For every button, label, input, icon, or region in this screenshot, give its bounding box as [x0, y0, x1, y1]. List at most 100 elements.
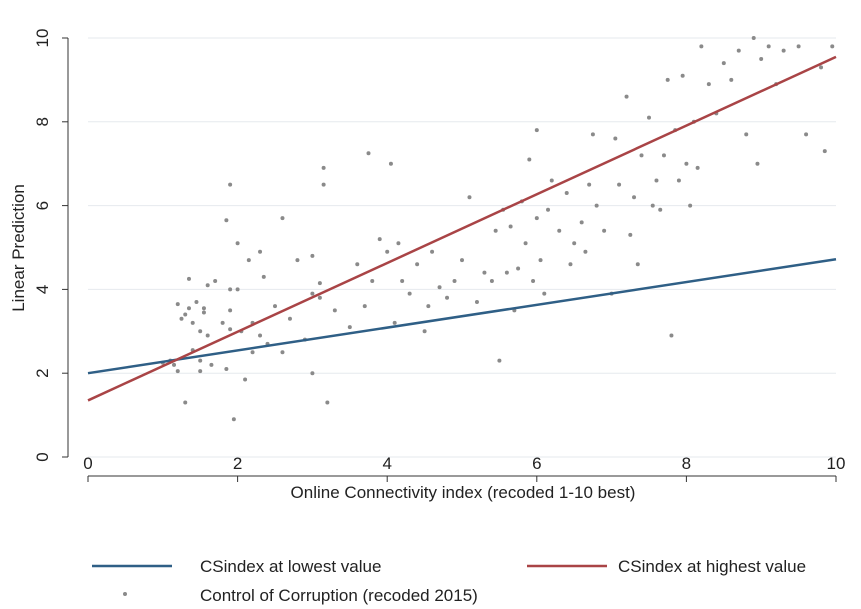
scatter-point — [452, 279, 457, 284]
legend-label-high: CSindex at highest value — [618, 557, 806, 576]
scatter-point — [261, 274, 266, 279]
scatter-point — [228, 182, 233, 187]
scatter-point — [534, 216, 539, 221]
scatter-point — [347, 325, 352, 330]
scatter-point — [583, 249, 588, 254]
scatter-point — [317, 295, 322, 300]
scatter-point — [205, 333, 210, 338]
scatter-point — [639, 153, 644, 158]
scatter-point — [688, 203, 693, 208]
scatter-point — [624, 94, 629, 99]
scatter-point — [332, 308, 337, 313]
scatter-point — [179, 316, 184, 321]
scatter-point — [388, 161, 393, 166]
scatter-point — [695, 165, 700, 170]
scatter-point — [415, 262, 420, 267]
scatter-point — [224, 218, 229, 223]
y-tick-label: 4 — [33, 285, 52, 294]
scatter-point — [635, 262, 640, 267]
x-tick-label: 2 — [233, 454, 242, 473]
scatter-point — [280, 350, 285, 355]
scatter-point — [190, 320, 195, 325]
scatter-point — [542, 291, 547, 296]
scatter-point — [183, 400, 188, 405]
scatter-point — [654, 178, 659, 183]
x-tick-label: 4 — [382, 454, 391, 473]
gridlines — [88, 37, 836, 458]
scatter-point — [766, 44, 771, 49]
scatter-point — [321, 182, 326, 187]
y-tick-label: 0 — [33, 452, 52, 461]
scatter-point — [759, 56, 764, 61]
scatter-point — [489, 279, 494, 284]
scatter-point — [822, 149, 827, 154]
scatter-point — [310, 371, 315, 376]
scatter-point — [243, 377, 248, 382]
scatter-point — [736, 48, 741, 53]
scatter-point — [516, 266, 521, 271]
scatter-point — [198, 329, 203, 334]
scatter-point — [721, 61, 726, 66]
scatter-point — [430, 249, 435, 254]
scatter-point — [445, 295, 450, 300]
scatter-point — [228, 308, 233, 313]
scatter-point — [531, 279, 536, 284]
scatter-point — [325, 400, 330, 405]
scatter-point — [258, 249, 263, 254]
scatter-point — [437, 285, 442, 290]
scatter-point — [287, 316, 292, 321]
scatter-point — [198, 369, 203, 374]
scatter-point — [474, 299, 479, 304]
scatter-point — [684, 161, 689, 166]
scatter-point — [676, 178, 681, 183]
y-tick-label: 2 — [33, 368, 52, 377]
scatter-point — [493, 228, 498, 233]
scatter-point — [557, 228, 562, 233]
scatter-point — [587, 182, 592, 187]
scatter-point — [295, 258, 300, 263]
scatter-point — [235, 241, 240, 246]
y-axis-title: Linear Prediction — [9, 184, 28, 312]
scatter-point — [669, 333, 674, 338]
scatter-point — [205, 283, 210, 288]
scatter-point — [632, 195, 637, 200]
scatter-point — [407, 291, 412, 296]
scatter-point — [258, 333, 263, 338]
scatter-point — [572, 241, 577, 246]
scatter-point — [172, 362, 177, 367]
scatter-point — [175, 369, 180, 374]
x-tick-label: 10 — [827, 454, 846, 473]
scatter-point — [755, 161, 760, 166]
scatter-point — [400, 279, 405, 284]
scatter-point — [613, 136, 618, 141]
axes: 0 2 4 6 8 10 0 2 4 6 8 10 — [33, 29, 845, 482]
scatter-point — [280, 216, 285, 221]
scatter-point — [564, 191, 569, 196]
scatter-point — [699, 44, 704, 49]
scatter-point — [617, 182, 622, 187]
scatter-point — [186, 276, 191, 281]
scatter-point — [396, 241, 401, 246]
scatter-point — [568, 262, 573, 267]
scatter-point — [273, 304, 277, 309]
scatter-point — [317, 281, 322, 286]
scatter-point — [482, 270, 487, 275]
scatter-point — [201, 306, 206, 311]
scatter-point — [209, 362, 214, 367]
y-tick-label: 6 — [33, 201, 52, 210]
scatter-point — [751, 36, 756, 40]
legend-label-points: Control of Corruption (recoded 2015) — [200, 586, 478, 605]
scatter-points — [160, 36, 835, 422]
scatter-point — [183, 312, 188, 317]
scatter-point — [467, 195, 472, 200]
scatter-point — [590, 132, 595, 137]
scatter-point — [650, 203, 655, 208]
scatter-point — [508, 224, 513, 229]
scatter-point — [213, 279, 218, 284]
scatter-point — [250, 350, 255, 355]
scatter-point — [781, 48, 786, 53]
fit-lines — [87, 55, 837, 402]
scatter-point — [201, 310, 206, 315]
